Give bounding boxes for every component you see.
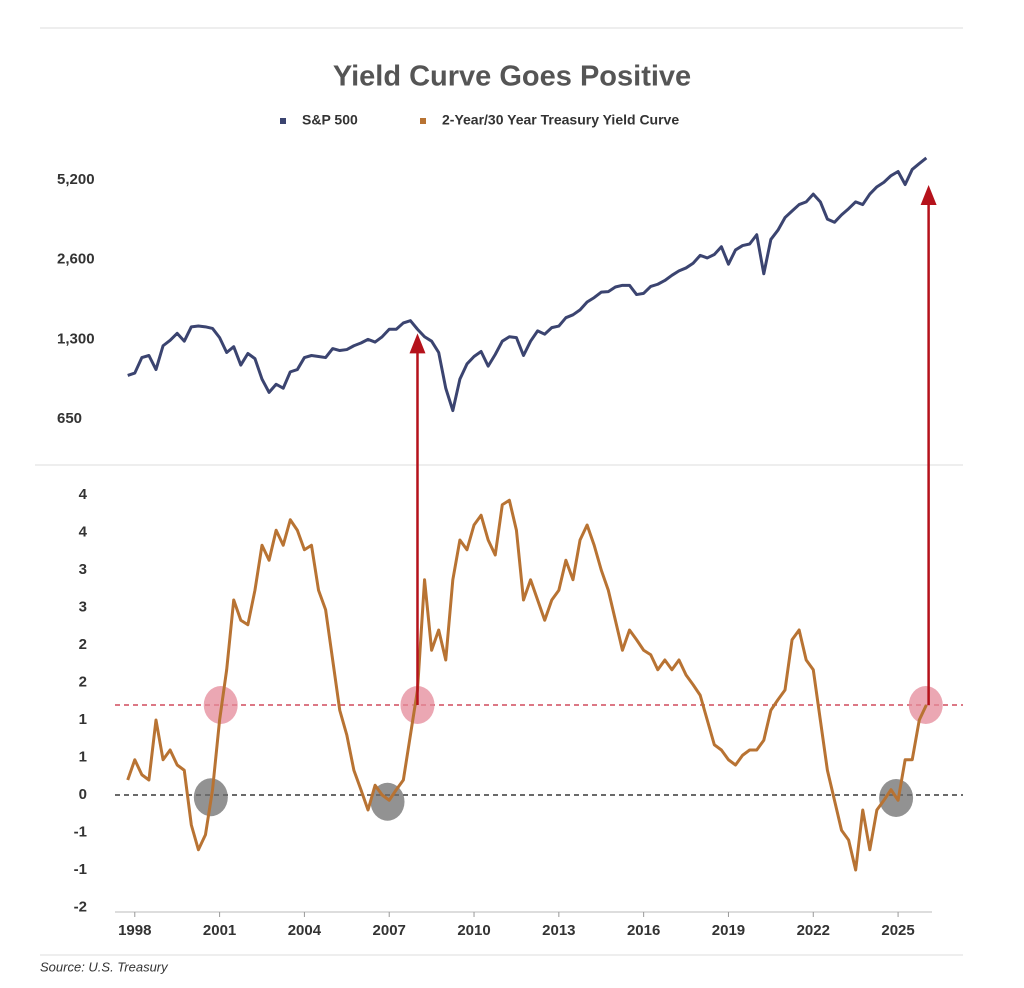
source-note: Source: U.S. Treasury: [40, 959, 169, 974]
y2-tick-label: -1: [74, 861, 87, 878]
x-tick-label: 2010: [457, 922, 490, 939]
y2-tick-label: 0: [79, 786, 87, 803]
y2-tick-label: 4: [79, 486, 88, 503]
x-tick-label: 2022: [797, 922, 830, 939]
x-tick-label: 2025: [881, 922, 914, 939]
series-line: [126, 498, 928, 872]
y2-tick-label: 3: [79, 598, 87, 615]
x-tick-label: 2004: [288, 922, 322, 939]
y2-tick-label: -2: [74, 898, 87, 915]
x-tick-label: 2013: [542, 922, 575, 939]
x-tick-label: 2019: [712, 922, 745, 939]
y-tick-label: 650: [57, 410, 82, 427]
y2-tick-label: 3: [79, 561, 87, 578]
y-tick-label: 1,300: [57, 330, 95, 347]
y2-tick-label: 1: [79, 748, 87, 765]
legend-swatch: [280, 118, 286, 124]
legend-label: S&P 500: [302, 112, 358, 128]
x-tick-label: 1998: [118, 922, 151, 939]
y2-tick-label: 2: [79, 673, 87, 690]
x-tick-label: 2001: [203, 922, 236, 939]
y-tick-label: 5,200: [57, 171, 95, 188]
y2-tick-label: -1: [74, 823, 87, 840]
legend-swatch: [420, 118, 426, 124]
chart-title: Yield Curve Goes Positive: [333, 61, 691, 93]
y2-tick-label: 1: [79, 711, 87, 728]
y2-tick-label: 4: [79, 523, 88, 540]
arrow-head: [409, 333, 426, 354]
series-line: [127, 156, 928, 413]
x-tick-label: 2007: [373, 922, 406, 939]
legend-label: 2-Year/30 Year Treasury Yield Curve: [442, 112, 679, 128]
x-tick-label: 2016: [627, 922, 660, 939]
y-tick-label: 2,600: [57, 251, 95, 268]
arrow-head: [920, 184, 937, 205]
y2-tick-label: 2: [79, 636, 87, 653]
